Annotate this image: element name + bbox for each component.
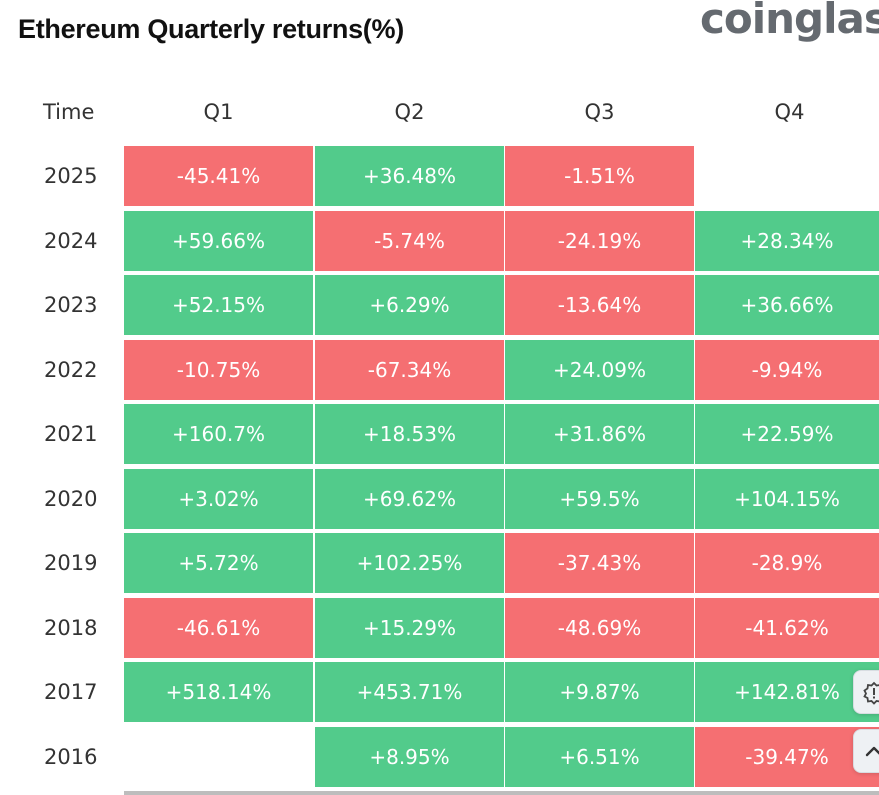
row-label-2021: 2021: [44, 422, 98, 446]
return-cell-2020-q3: +59.5%: [505, 469, 694, 529]
return-cell-2023-q2: +6.29%: [315, 275, 504, 335]
return-cell-2017-q3: +9.87%: [505, 662, 694, 722]
row-label-2025: 2025: [44, 164, 98, 188]
return-cell-2018-q3: -48.69%: [505, 598, 694, 658]
brand-logo: coinglass: [700, 0, 879, 43]
return-cell-2025-q1: -45.41%: [124, 146, 313, 206]
row-label-2023: 2023: [44, 293, 98, 317]
return-cell-2017-q1: +518.14%: [124, 662, 313, 722]
return-cell-2016-q2: +8.95%: [315, 727, 504, 787]
return-cell-2024-q2: -5.74%: [315, 211, 504, 271]
return-cell-2021-q1: +160.7%: [124, 404, 313, 464]
return-cell-2016-q1: [124, 727, 313, 787]
return-cell-2016-q4: -39.47%: [695, 727, 879, 787]
table-bottom-border: [124, 791, 879, 795]
return-cell-2020-q4: +104.15%: [695, 469, 879, 529]
return-cell-2019-q1: +5.72%: [124, 533, 313, 593]
return-cell-2018-q4: -41.62%: [695, 598, 879, 658]
return-cell-2019-q3: -37.43%: [505, 533, 694, 593]
row-label-2022: 2022: [44, 358, 98, 382]
return-cell-2025-q3: -1.51%: [505, 146, 694, 206]
return-cell-2024-q1: +59.66%: [124, 211, 313, 271]
return-cell-2020-q2: +69.62%: [315, 469, 504, 529]
return-cell-2017-q4: +142.81%: [695, 662, 879, 722]
scroll-top-button[interactable]: [853, 729, 879, 773]
row-label-2020: 2020: [44, 487, 98, 511]
return-cell-2022-q4: -9.94%: [695, 340, 879, 400]
return-cell-2022-q3: +24.09%: [505, 340, 694, 400]
column-header-q3: Q3: [584, 100, 615, 124]
column-header-q2: Q2: [394, 100, 425, 124]
feedback-button[interactable]: [853, 670, 879, 714]
chart-title: Ethereum Quarterly returns(%): [18, 14, 404, 44]
return-cell-2018-q1: -46.61%: [124, 598, 313, 658]
return-cell-2023-q3: -13.64%: [505, 275, 694, 335]
return-cell-2021-q3: +31.86%: [505, 404, 694, 464]
return-cell-2024-q3: -24.19%: [505, 211, 694, 271]
column-header-time: Time: [43, 100, 95, 124]
return-cell-2021-q4: +22.59%: [695, 404, 879, 464]
return-cell-2024-q4: +28.34%: [695, 211, 879, 271]
column-header-q1: Q1: [203, 100, 234, 124]
chevron-up-icon: [865, 746, 879, 757]
return-cell-2023-q4: +36.66%: [695, 275, 879, 335]
return-cell-2019-q4: -28.9%: [695, 533, 879, 593]
return-cell-2023-q1: +52.15%: [124, 275, 313, 335]
return-cell-2022-q2: -67.34%: [315, 340, 504, 400]
row-label-2024: 2024: [44, 229, 98, 253]
row-label-2018: 2018: [44, 616, 98, 640]
return-cell-2016-q3: +6.51%: [505, 727, 694, 787]
return-cell-2022-q1: -10.75%: [124, 340, 313, 400]
row-label-2019: 2019: [44, 551, 98, 575]
feedback-icon: [863, 681, 879, 705]
row-label-2017: 2017: [44, 680, 98, 704]
return-cell-2020-q1: +3.02%: [124, 469, 313, 529]
return-cell-2018-q2: +15.29%: [315, 598, 504, 658]
row-label-2016: 2016: [44, 745, 98, 769]
return-cell-2021-q2: +18.53%: [315, 404, 504, 464]
return-cell-2019-q2: +102.25%: [315, 533, 504, 593]
return-cell-2025-q2: +36.48%: [315, 146, 504, 206]
return-cell-2017-q2: +453.71%: [315, 662, 504, 722]
column-header-q4: Q4: [774, 100, 805, 124]
return-cell-2025-q4: [695, 146, 879, 206]
